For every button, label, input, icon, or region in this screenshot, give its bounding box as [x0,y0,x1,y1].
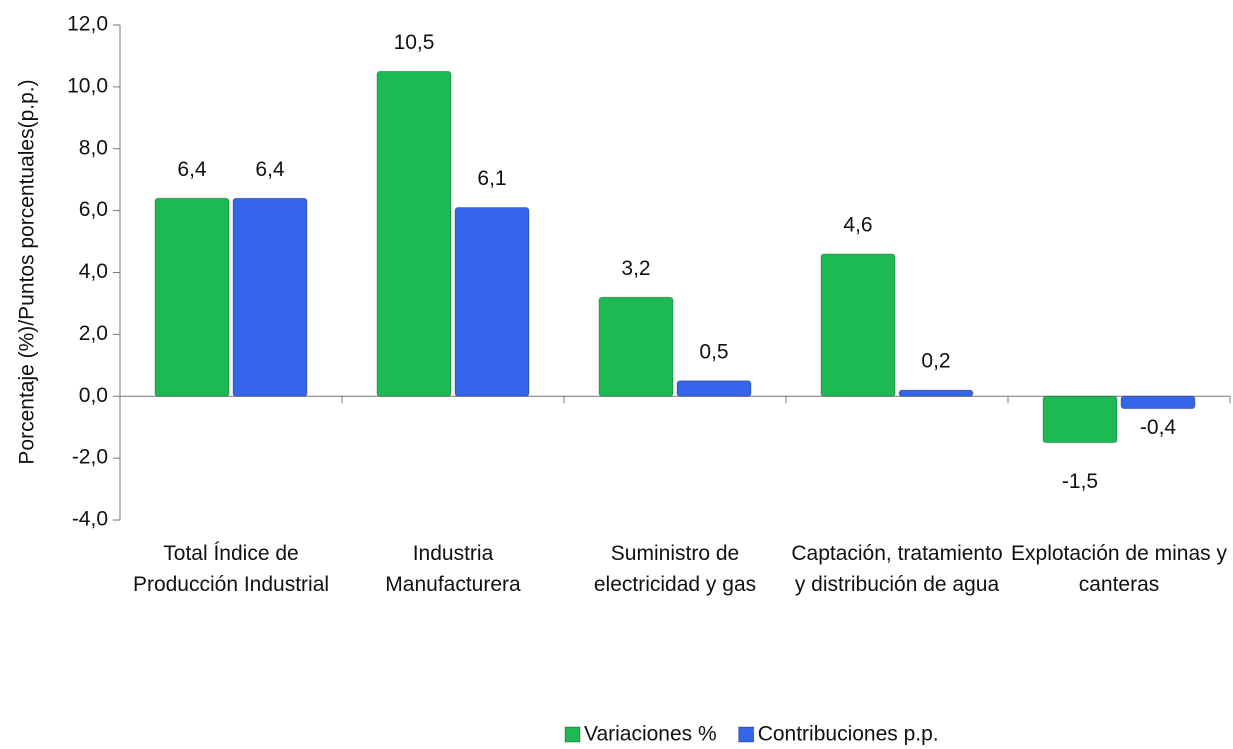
bar [598,296,674,397]
legend-swatch [564,726,581,743]
bar [232,197,308,397]
y-tick-label: 6,0 [79,198,108,221]
data-label: 0,2 [921,350,950,373]
bar [376,70,452,397]
data-label: 3,2 [621,257,650,280]
bar [454,207,530,397]
y-axis-label: Porcentaje (%)/Puntos porcentuales(p.p.) [16,79,39,464]
legend-swatch [738,726,755,743]
bar [676,380,752,397]
bar [1042,395,1118,444]
legend-label: Contribuciones p.p. [758,723,939,746]
y-tick-label: -2,0 [72,446,108,469]
data-label: -1,5 [1062,470,1098,493]
x-tick-label: Captación, tratamiento y distribución de… [791,542,1003,596]
y-tick-label: 4,0 [79,260,108,283]
bar [820,253,896,397]
data-label: 6,4 [177,158,207,181]
x-tick-label: Suministro de electricidad y gas [593,542,757,596]
data-label: 6,4 [255,158,285,181]
data-label: -0,4 [1140,416,1177,439]
y-tick-label: 8,0 [79,136,108,159]
legend-label: Variaciones % [584,723,717,746]
data-label: 0,5 [699,340,728,363]
y-tick-label: 0,0 [79,384,108,407]
y-tick-label: -4,0 [72,508,108,531]
y-tick-label: 2,0 [79,322,108,345]
data-label: 6,1 [477,167,506,190]
data-label: 4,6 [843,213,872,236]
x-tick-label: Industria Manufacturera [385,542,521,596]
bar [1120,395,1196,410]
bar [154,197,230,397]
y-tick-label: 12,0 [67,13,108,36]
data-label: 10,5 [394,31,435,54]
x-tick-label: Total Índice de Producción Industrial [132,542,330,596]
bar [898,389,974,397]
y-tick-label: 10,0 [67,74,108,97]
x-tick-label: Explotación de minas y canteras [1011,542,1227,596]
